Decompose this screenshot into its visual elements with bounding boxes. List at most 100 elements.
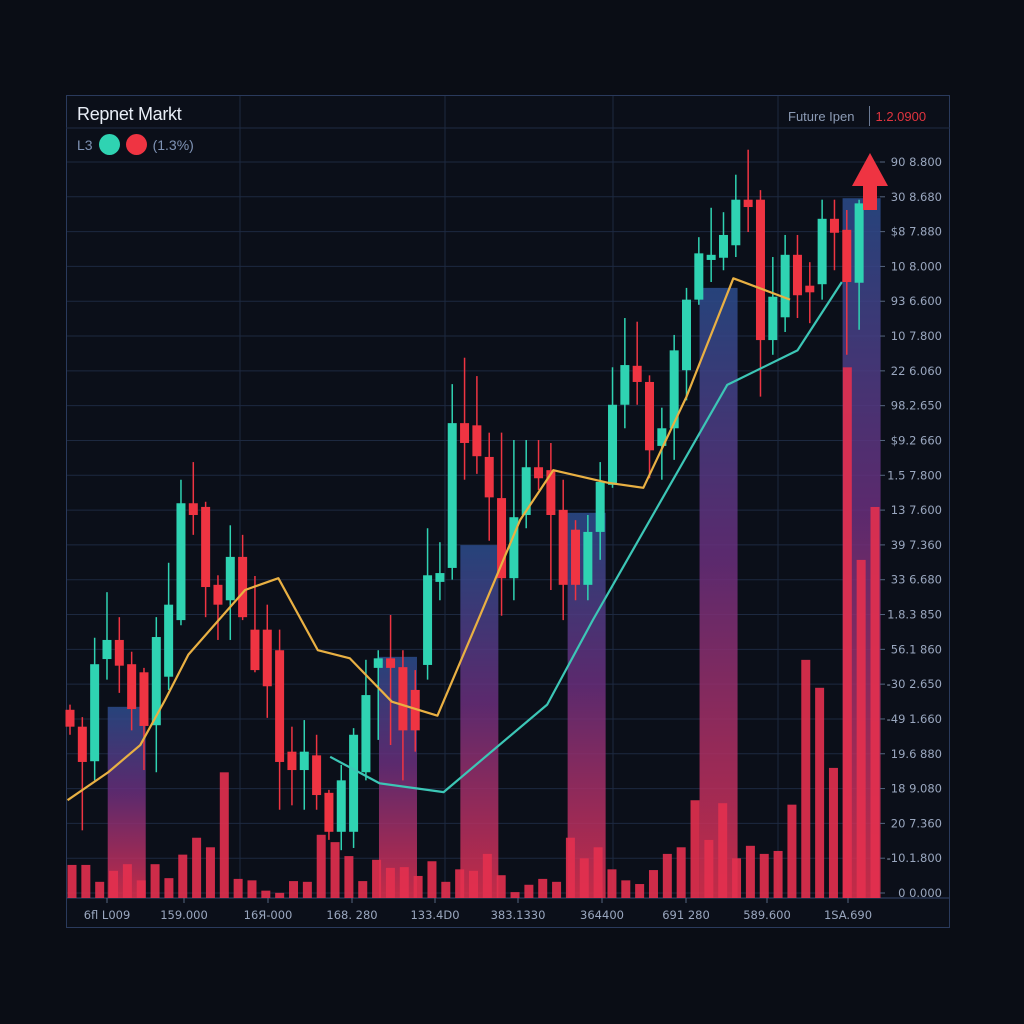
candle bbox=[139, 667, 149, 771]
y-tick-label: 1.5 7.800 bbox=[887, 468, 942, 482]
candle-body bbox=[299, 751, 309, 771]
candle-body bbox=[792, 254, 802, 296]
y-tick-label: -30 2.650 bbox=[887, 677, 942, 691]
volume-bar bbox=[399, 867, 409, 898]
volume-bar bbox=[302, 881, 312, 898]
y-tick-label: 56.1 860 bbox=[891, 642, 942, 656]
y-tick-label: 20 7.360 bbox=[891, 816, 942, 830]
candle-body bbox=[608, 404, 618, 485]
volume-bar bbox=[275, 892, 285, 898]
candle bbox=[583, 515, 593, 601]
candle-body bbox=[90, 664, 100, 762]
candle bbox=[312, 734, 322, 810]
volume-bar bbox=[870, 506, 880, 898]
x-tick-label: 168. 280 bbox=[326, 908, 377, 922]
candle bbox=[805, 262, 815, 324]
candle-body bbox=[349, 734, 359, 832]
volume-bars bbox=[67, 367, 880, 899]
volume-bar bbox=[247, 880, 257, 898]
volume-bar bbox=[67, 864, 77, 898]
x-tick-label: 1SA.690 bbox=[824, 908, 872, 922]
candle-body bbox=[201, 506, 211, 588]
indicator-lines bbox=[66, 277, 843, 802]
volume-bar bbox=[358, 881, 368, 898]
candle bbox=[829, 199, 839, 271]
candle bbox=[90, 637, 100, 781]
candle bbox=[694, 237, 704, 305]
candle bbox=[238, 534, 248, 621]
volume-bar bbox=[109, 870, 119, 898]
candle-body bbox=[275, 650, 285, 762]
up-arrow-icon bbox=[852, 153, 888, 210]
candle-body bbox=[312, 755, 322, 796]
x-axis: 6fl L009 159.000 16Я-000 168. 280 133.4D0 383… bbox=[84, 898, 872, 922]
candle-body bbox=[694, 253, 704, 300]
candle bbox=[682, 287, 691, 401]
candle-body bbox=[829, 218, 839, 233]
candle-body bbox=[262, 629, 272, 687]
volume-bar bbox=[552, 881, 562, 898]
candle-body bbox=[534, 467, 544, 479]
candle bbox=[188, 462, 198, 535]
candle bbox=[854, 199, 864, 330]
candle-body bbox=[546, 470, 556, 516]
candle bbox=[484, 432, 494, 541]
volume-bar bbox=[385, 867, 395, 898]
candle bbox=[509, 440, 519, 601]
candle-body bbox=[114, 639, 124, 666]
volume-bar bbox=[289, 881, 299, 898]
y-tick-label: $8 7.880 bbox=[891, 225, 942, 239]
y-tick-label: 0 0.000 bbox=[898, 886, 942, 900]
volume-bar bbox=[718, 803, 728, 898]
candle-body bbox=[398, 667, 408, 731]
candle-body bbox=[768, 296, 778, 341]
volume-bar bbox=[828, 767, 838, 898]
candle-body bbox=[484, 456, 494, 498]
volume-bar bbox=[690, 800, 700, 898]
candle-body bbox=[410, 689, 420, 731]
volume-bar bbox=[261, 890, 271, 898]
top-right-readout: Future Ipen 1.2.0900 bbox=[788, 106, 926, 126]
y-tick-label: 93 6.600 bbox=[891, 294, 942, 308]
highlight-bars bbox=[107, 198, 881, 899]
y-tick-label: -49 1.660 bbox=[887, 712, 942, 726]
volume-bar bbox=[233, 878, 243, 898]
candle bbox=[349, 728, 359, 848]
candle-body bbox=[287, 751, 297, 771]
volume-bar bbox=[745, 845, 755, 898]
candle bbox=[201, 501, 211, 618]
highlight-bar bbox=[699, 287, 738, 898]
candle-body bbox=[620, 365, 630, 405]
candle bbox=[521, 440, 531, 529]
y-tick-label: 19.6 880 bbox=[891, 747, 942, 761]
volume-bar bbox=[455, 869, 465, 898]
y-tick-label: $9.2 660 bbox=[891, 433, 942, 447]
candle-body bbox=[755, 199, 765, 341]
y-tick-label: 30 8.680 bbox=[891, 190, 942, 204]
candle-body bbox=[336, 780, 346, 832]
candle-body bbox=[497, 498, 507, 579]
candle-body bbox=[842, 229, 852, 283]
candle-body bbox=[817, 218, 827, 285]
candle bbox=[373, 650, 383, 740]
volume-bar bbox=[427, 861, 437, 898]
volume-bar bbox=[759, 853, 769, 898]
candle bbox=[114, 617, 124, 693]
candle-body bbox=[435, 573, 445, 582]
y-tick-label: 98.2.650 bbox=[891, 399, 942, 413]
candle-body bbox=[558, 509, 568, 585]
candle-body bbox=[682, 299, 691, 371]
candle-body bbox=[324, 792, 334, 832]
candle-body bbox=[645, 381, 655, 451]
candle-body bbox=[373, 658, 383, 668]
candles bbox=[65, 149, 864, 851]
candle-body bbox=[854, 203, 864, 283]
x-tick-label: 16Я-000 bbox=[244, 908, 293, 922]
candle-body bbox=[731, 199, 741, 246]
candle bbox=[755, 190, 765, 397]
y-tick-label: 90 8.800 bbox=[891, 155, 942, 169]
candle bbox=[299, 720, 309, 810]
volume-bar bbox=[136, 880, 146, 898]
candle bbox=[102, 592, 112, 680]
candle bbox=[65, 704, 75, 735]
